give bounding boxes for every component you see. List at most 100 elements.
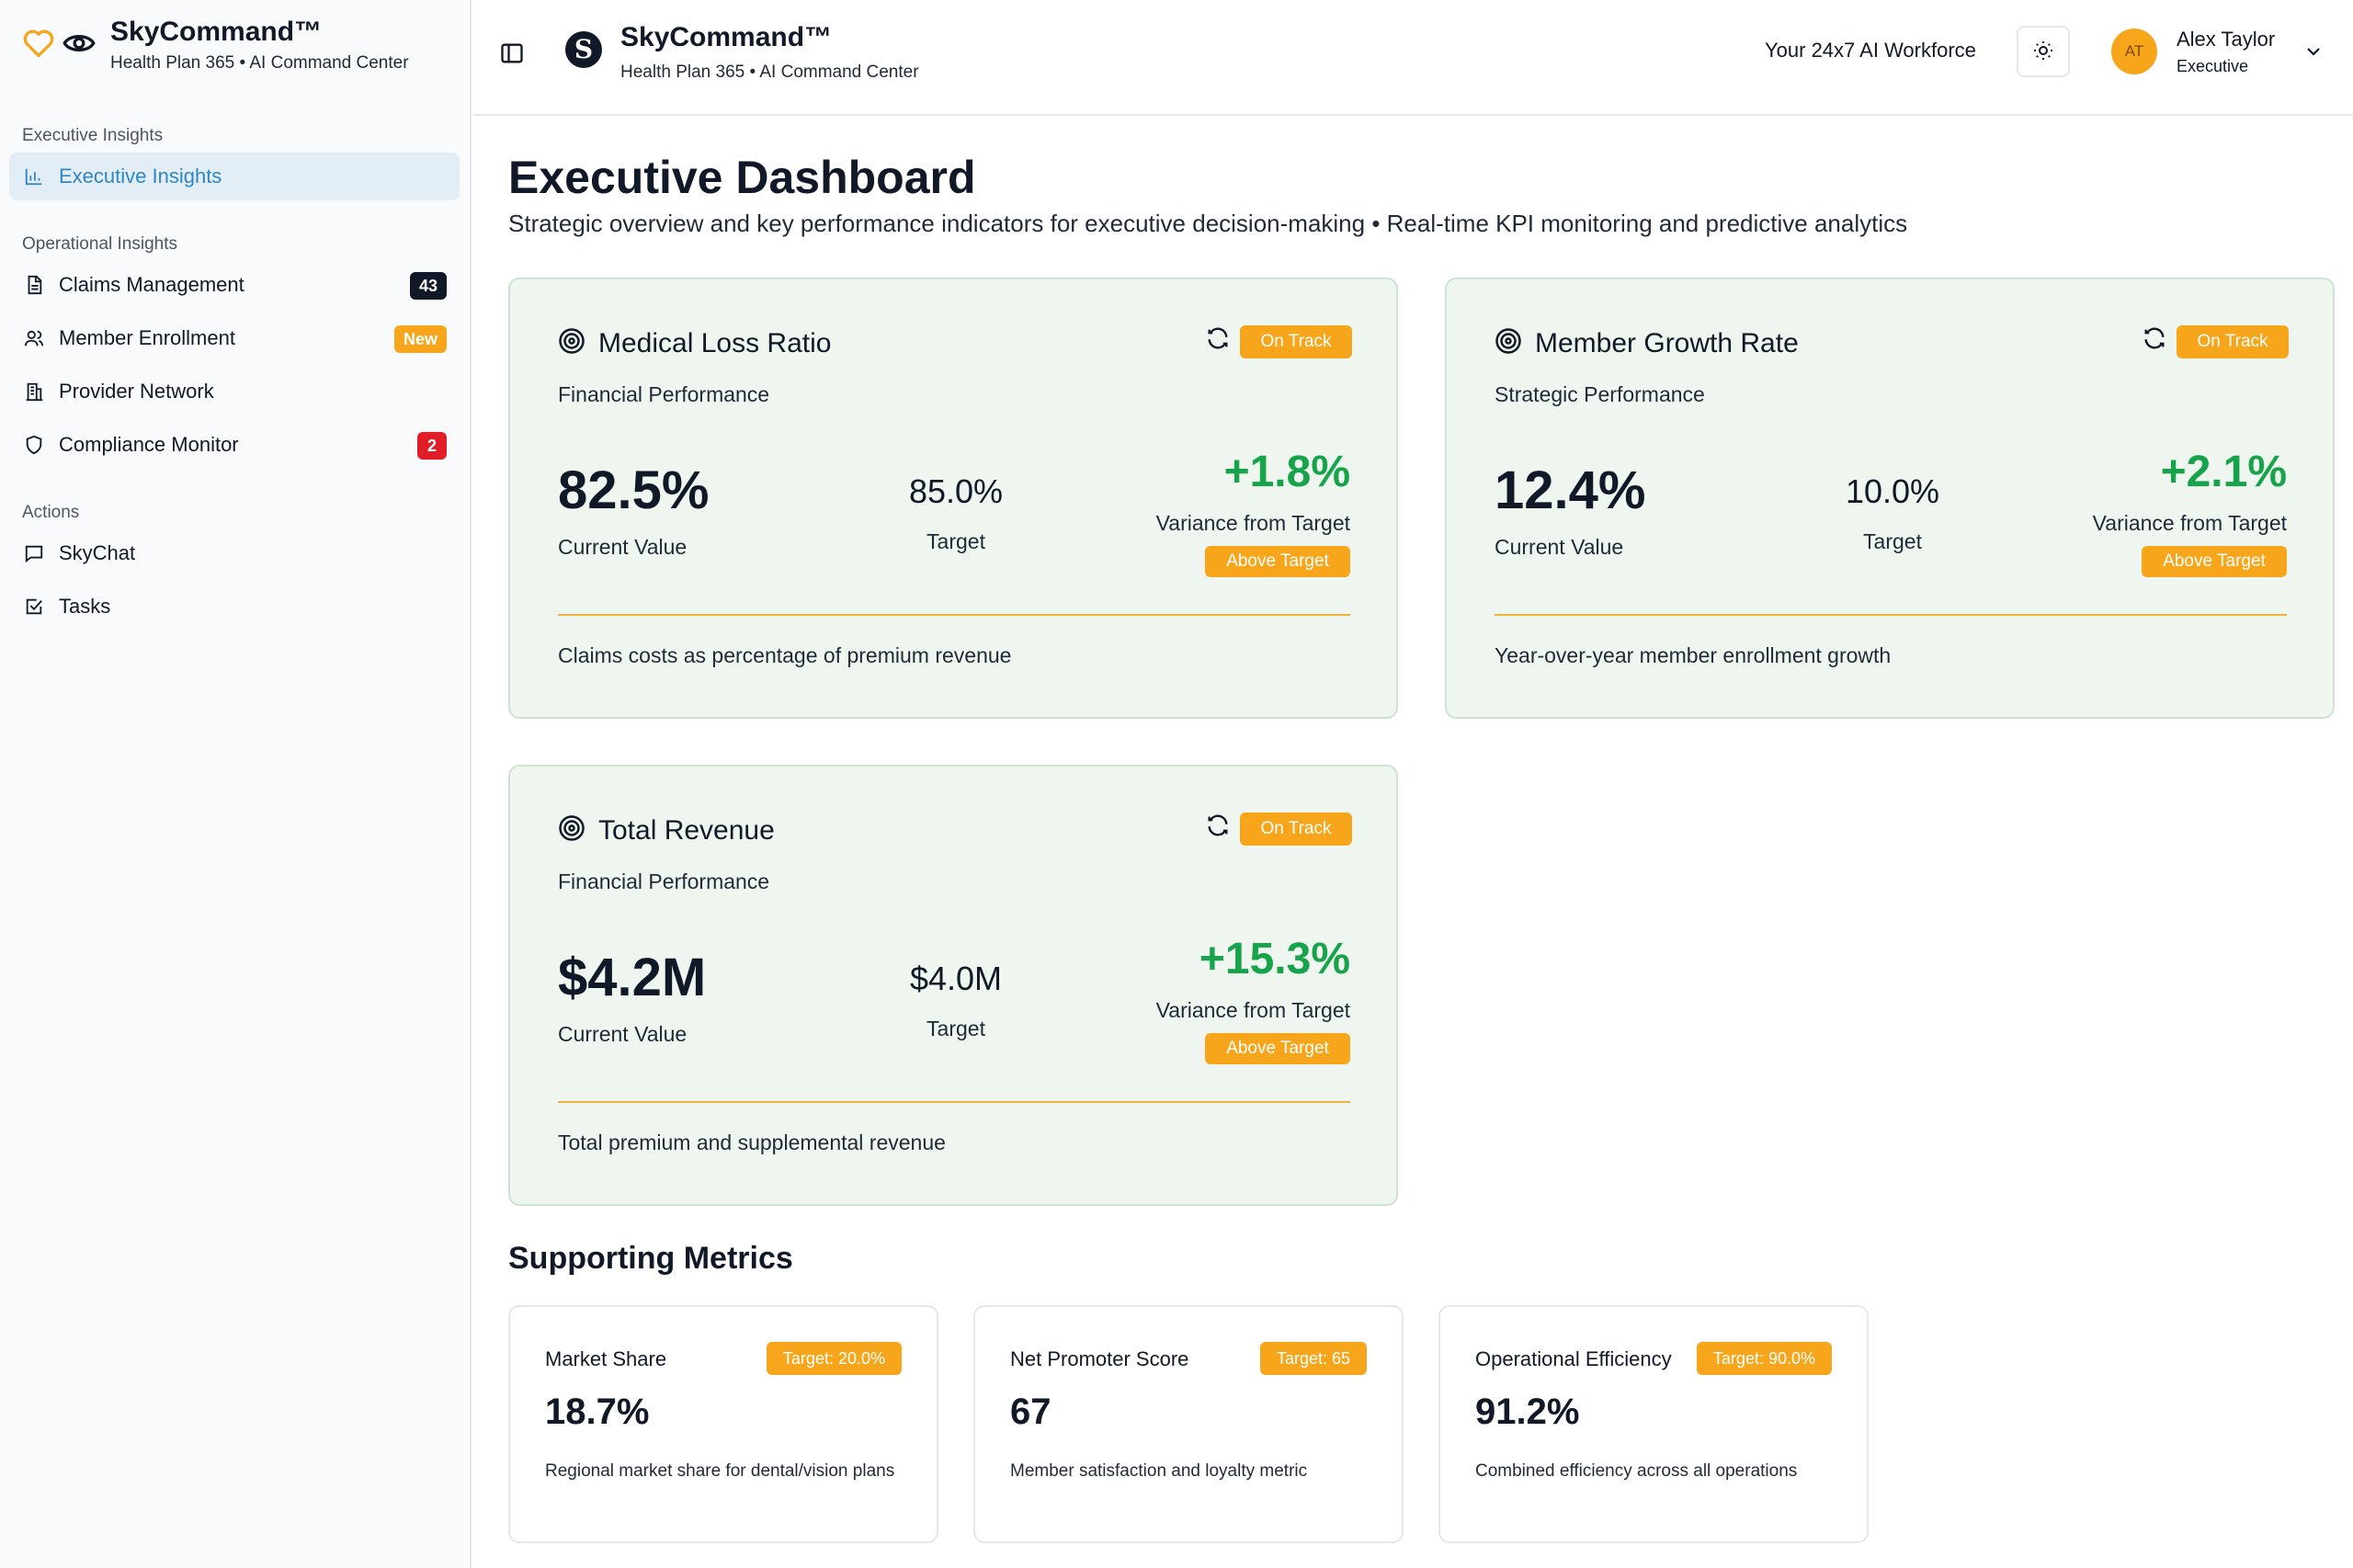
variance-status-badge: Above Target — [1205, 1033, 1350, 1064]
metric-card-net-promoter-score: Net Promoter Score Target: 65 67 Member … — [973, 1305, 1404, 1543]
alert-badge: 2 — [417, 432, 447, 460]
kpi-category: Financial Performance — [558, 382, 770, 406]
target-icon — [558, 814, 585, 846]
kpi-variance-label: Variance from Target — [1155, 511, 1350, 535]
chat-icon — [22, 541, 46, 565]
kpi-title: Total Revenue — [598, 814, 775, 846]
metric-target-badge: Target: 20.0% — [766, 1342, 902, 1375]
top-header: S SkyCommand™ Health Plan 365 • AI Comma… — [473, 0, 2353, 116]
metric-name: Net Promoter Score — [1010, 1347, 1189, 1370]
kpi-target-value: 85.0% — [908, 472, 1004, 510]
variance-status-badge: Above Target — [2142, 546, 2287, 577]
kpi-current-value: 82.5% — [558, 460, 710, 520]
sidebar-toggle-icon[interactable] — [499, 40, 525, 66]
kpi-target-value: 10.0% — [1845, 472, 1940, 510]
sidebar-item-claims-management[interactable]: Claims Management 43 — [9, 261, 460, 309]
metric-value: 18.7% — [545, 1392, 650, 1432]
metric-card-market-share: Market Share Target: 20.0% 18.7% Regiona… — [508, 1305, 938, 1543]
kpi-current-label: Current Value — [558, 535, 688, 559]
metric-description: Regional market share for dental/vision … — [545, 1461, 895, 1481]
metric-description: Combined efficiency across all operation… — [1475, 1461, 1798, 1481]
users-icon — [22, 326, 46, 350]
brand-subtitle: Health Plan 365 • AI Command Center — [110, 53, 409, 73]
divider — [558, 1101, 1350, 1103]
kpi-description: Year-over-year member enrollment growth — [1495, 643, 1892, 667]
divider — [558, 614, 1350, 616]
metric-value: 67 — [1010, 1392, 1051, 1432]
nav-section-label: Executive Insights — [22, 126, 164, 145]
metric-name: Market Share — [545, 1347, 667, 1370]
header-subtitle: Health Plan 365 • AI Command Center — [620, 62, 919, 82]
sidebar: SkyCommand™ Health Plan 365 • AI Command… — [0, 0, 472, 1568]
kpi-category: Strategic Performance — [1495, 382, 1705, 406]
kpi-current-value: $4.2M — [558, 948, 707, 1007]
metric-value: 91.2% — [1475, 1392, 1580, 1432]
eye-icon — [63, 29, 96, 62]
status-badge: On Track — [2177, 325, 2289, 358]
kpi-variance-label: Variance from Target — [1155, 998, 1350, 1022]
kpi-card-medical-loss-ratio: Medical Loss Ratio Financial Performance… — [508, 278, 1398, 719]
avatar[interactable]: AT — [2111, 28, 2157, 74]
status-badge: On Track — [1240, 812, 1352, 846]
sidebar-nav: Executive Insights Executive Insights Op… — [9, 119, 460, 636]
refresh-icon[interactable] — [1205, 325, 1231, 351]
sidebar-item-member-enrollment[interactable]: Member Enrollment New — [9, 314, 460, 362]
kpi-description: Claims costs as percentage of premium re… — [558, 643, 1012, 667]
refresh-icon[interactable] — [1205, 812, 1231, 838]
page-title: Executive Dashboard — [508, 152, 976, 203]
kpi-variance: +1.8% — [1223, 448, 1350, 496]
sun-icon — [2032, 40, 2054, 64]
kpi-variance: +15.3% — [1199, 935, 1350, 983]
kpi-target-value: $4.0M — [909, 960, 1003, 997]
chevron-down-icon[interactable] — [2302, 40, 2325, 62]
refresh-icon[interactable] — [2142, 325, 2167, 351]
kpi-card-total-revenue: Total Revenue Financial Performance On T… — [508, 765, 1398, 1206]
sidebar-item-skychat[interactable]: SkyChat — [9, 529, 460, 577]
heart-icon — [22, 28, 55, 63]
user-name[interactable]: Alex Taylor — [2177, 28, 2276, 51]
supporting-metrics-title: Supporting Metrics — [508, 1241, 793, 1276]
divider — [1495, 614, 2287, 616]
metric-target-badge: Target: 65 — [1259, 1342, 1367, 1375]
new-badge: New — [393, 325, 447, 353]
document-icon — [22, 273, 46, 297]
kpi-card-member-growth-rate: Member Growth Rate Strategic Performance… — [1445, 278, 2335, 719]
status-badge: On Track — [1240, 325, 1352, 358]
kpi-category: Financial Performance — [558, 869, 770, 893]
target-icon — [1495, 327, 1522, 359]
metric-card-operational-efficiency: Operational Efficiency Target: 90.0% 91.… — [1438, 1305, 1869, 1543]
sidebar-item-compliance-monitor[interactable]: Compliance Monitor 2 — [9, 421, 460, 469]
user-role: Executive — [2177, 57, 2249, 75]
sidebar-brand[interactable]: SkyCommand™ Health Plan 365 • AI Command… — [22, 17, 409, 74]
metric-target-badge: Target: 90.0% — [1696, 1342, 1832, 1375]
sidebar-item-label: Tasks — [59, 595, 111, 618]
page-subtitle: Strategic overview and key performance i… — [508, 210, 1908, 237]
metric-description: Member satisfaction and loyalty metric — [1010, 1461, 1308, 1481]
kpi-variance-label: Variance from Target — [2092, 511, 2287, 535]
sidebar-item-label: Executive Insights — [59, 165, 222, 187]
theme-toggle-button[interactable] — [2017, 26, 2070, 77]
sidebar-item-label: SkyChat — [59, 541, 136, 564]
kpi-target-label: Target — [1863, 529, 1922, 553]
kpi-target-label: Target — [926, 1017, 985, 1040]
header-title: SkyCommand™ — [620, 22, 833, 52]
kpi-variance: +2.1% — [2160, 448, 2287, 496]
kpi-title: Medical Loss Ratio — [598, 327, 832, 358]
sidebar-item-executive-insights[interactable]: Executive Insights — [9, 153, 460, 200]
sidebar-item-provider-network[interactable]: Provider Network — [9, 368, 460, 415]
checkbox-icon — [22, 595, 46, 619]
nav-section-label: Operational Insights — [22, 234, 177, 254]
sidebar-item-label: Member Enrollment — [59, 326, 235, 349]
bar-chart-icon — [22, 165, 46, 188]
variance-status-badge: Above Target — [1205, 546, 1350, 577]
kpi-current-label: Current Value — [1495, 535, 1624, 559]
sidebar-item-tasks[interactable]: Tasks — [9, 583, 460, 631]
kpi-target-label: Target — [926, 529, 985, 553]
brand-title: SkyCommand™ — [110, 17, 323, 47]
sidebar-item-label: Provider Network — [59, 380, 214, 403]
kpi-description: Total premium and supplemental revenue — [558, 1131, 946, 1154]
kpi-current-value: 12.4% — [1495, 460, 1646, 520]
shield-icon — [22, 433, 46, 457]
sidebar-item-label: Claims Management — [59, 273, 244, 296]
metric-name: Operational Efficiency — [1475, 1347, 1672, 1370]
